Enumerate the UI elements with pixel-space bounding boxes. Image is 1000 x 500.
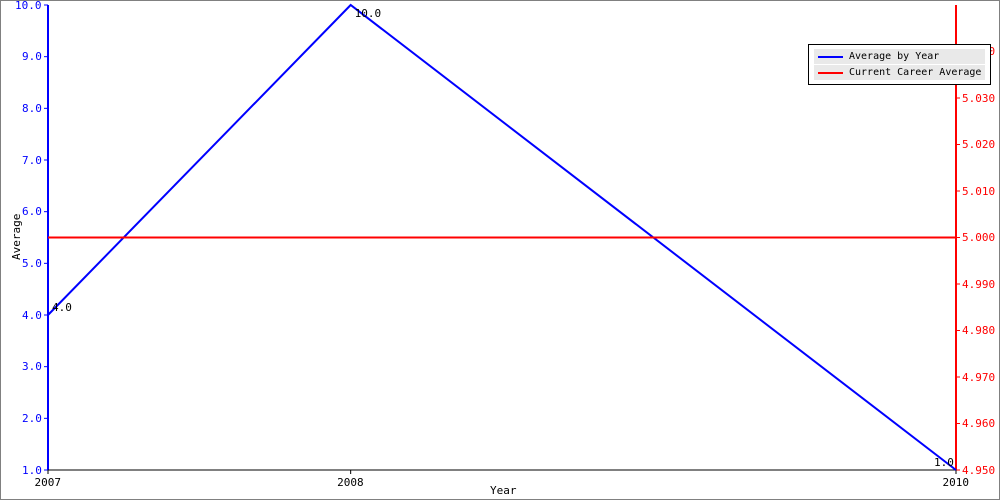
y-left-tick-label: 7.0 bbox=[22, 154, 42, 167]
legend-swatch bbox=[818, 56, 843, 58]
y-left-tick-label: 8.0 bbox=[22, 102, 42, 115]
y-right-tick-label: 5.020 bbox=[962, 138, 995, 151]
legend-item: Current Career Average bbox=[814, 65, 985, 80]
x-axis-label: Year bbox=[490, 484, 517, 497]
x-tick-label: 2008 bbox=[337, 476, 364, 489]
y-left-tick-label: 3.0 bbox=[22, 360, 42, 373]
data-point-label: 1.0 bbox=[934, 456, 954, 469]
legend: Average by Year Current Career Average bbox=[808, 44, 991, 85]
chart-container: 1.02.03.04.05.06.07.08.09.010.04.9504.96… bbox=[0, 0, 1000, 500]
y-right-tick-label: 4.970 bbox=[962, 371, 995, 384]
y-left-tick-label: 4.0 bbox=[22, 309, 42, 322]
y-left-tick-label: 9.0 bbox=[22, 50, 42, 63]
legend-swatch bbox=[818, 72, 843, 74]
y-left-tick-label: 5.0 bbox=[22, 257, 42, 270]
x-tick-label: 2010 bbox=[943, 476, 970, 489]
y-right-tick-label: 5.000 bbox=[962, 231, 995, 244]
data-point-label: 10.0 bbox=[355, 7, 382, 20]
legend-label: Average by Year bbox=[849, 51, 939, 62]
y-right-tick-label: 5.030 bbox=[962, 92, 995, 105]
y-axis-label: Average bbox=[10, 214, 23, 260]
y-right-tick-label: 4.980 bbox=[962, 324, 995, 337]
legend-item: Average by Year bbox=[814, 49, 985, 64]
y-left-tick-label: 10.0 bbox=[15, 0, 42, 12]
y-right-tick-label: 4.960 bbox=[962, 417, 995, 430]
x-tick-label: 2007 bbox=[35, 476, 62, 489]
y-left-tick-label: 6.0 bbox=[22, 205, 42, 218]
y-right-tick-label: 4.990 bbox=[962, 278, 995, 291]
y-right-tick-label: 5.010 bbox=[962, 185, 995, 198]
data-point-label: 4.0 bbox=[52, 301, 72, 314]
y-left-tick-label: 2.0 bbox=[22, 412, 42, 425]
legend-label: Current Career Average bbox=[849, 67, 981, 78]
